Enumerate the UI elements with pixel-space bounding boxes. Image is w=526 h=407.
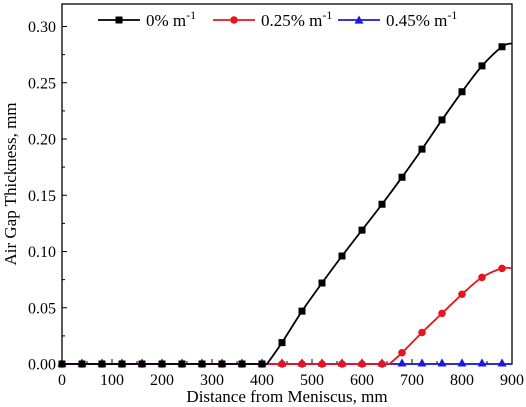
data-point [437,358,447,367]
data-point [158,360,166,368]
legend-marker [115,16,123,24]
data-point [278,360,286,368]
legend-marker [230,16,238,24]
data-point [397,358,407,367]
x-tick-label: 200 [150,372,174,389]
x-tick-label: 600 [350,372,374,389]
y-tick-label: 0.15 [28,188,56,205]
y-tick-label: 0.30 [28,19,56,36]
data-point [98,360,106,368]
data-point [497,358,507,367]
data-point [457,358,467,367]
y-tick-label: 0.00 [28,357,56,374]
x-tick-label: 500 [300,372,324,389]
data-point [318,360,326,368]
data-point [438,116,446,124]
data-point [178,360,186,368]
data-point [318,279,326,287]
data-point [458,88,466,96]
x-tick-label: 400 [250,372,274,389]
data-point [298,307,306,315]
data-point [238,360,246,368]
legend: 0% m-1 0.25% m-1 0.45% m-1 [98,8,457,30]
data-point [198,360,206,368]
data-point [458,290,466,299]
data-point [278,339,286,347]
data-point [478,273,486,282]
data-point [438,309,446,318]
data-point [78,360,86,368]
data-point [138,360,146,368]
data-point [477,358,487,367]
legend-label: 0.45% m-1 [386,8,457,30]
x-tick-label: 0 [58,372,66,389]
y-tick-label: 0.25 [28,75,56,92]
y-tick-label: 0.10 [28,244,56,261]
data-point [298,360,306,368]
data-point [358,226,366,234]
data-point [398,348,406,357]
x-tick-label: 700 [400,372,424,389]
x-tick-label: 900 [500,372,524,389]
y-tick-label: 0.05 [28,300,56,317]
data-point [498,43,506,51]
data-point [378,360,386,368]
data-point [118,360,126,368]
legend-marker [354,15,364,24]
y-axis-title: Air Gap Thickness, mm [1,102,20,265]
y-axis: 0.00 0.05 0.10 0.15 0.20 0.25 0.30 [28,19,67,374]
data-point [378,200,386,208]
y-tick-label: 0.20 [28,132,56,149]
data-point [258,360,266,368]
data-point [58,360,66,368]
data-point [417,358,427,367]
data-point [218,360,226,368]
x-tick-label: 800 [450,372,474,389]
x-tick-label: 100 [100,372,124,389]
data-point [498,264,506,273]
legend-label: 0% m-1 [146,8,196,30]
data-point [338,252,346,260]
legend-label: 0.25% m-1 [261,8,332,30]
data-point [398,173,406,181]
data-point [418,145,426,153]
data-point [338,360,346,368]
data-point [358,360,366,368]
x-axis-title: Distance from Meniscus, mm [186,387,387,406]
x-tick-label: 300 [200,372,224,389]
data-point [478,62,486,70]
series-markers [57,43,507,368]
data-point [418,328,426,337]
